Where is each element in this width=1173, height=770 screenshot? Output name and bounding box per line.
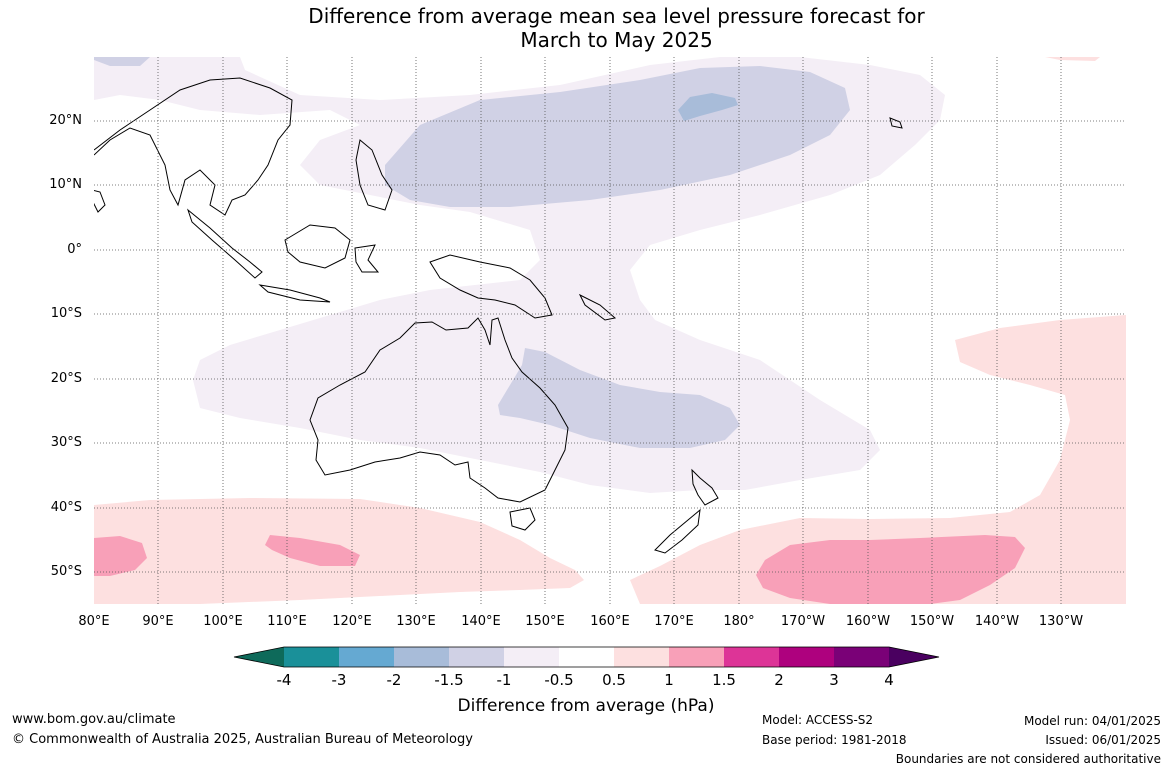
new-zealand-north-coastline bbox=[691, 468, 719, 506]
chart-title: Difference from average mean sea level p… bbox=[0, 4, 1173, 52]
sumatra-coastline bbox=[186, 208, 263, 279]
colorbar-segment bbox=[449, 647, 504, 667]
tasmania-coastline bbox=[509, 507, 536, 531]
boundaries-disclaimer: Boundaries are not considered authoritat… bbox=[895, 752, 1161, 766]
anomaly-region-se-stronger-positive bbox=[756, 535, 1025, 604]
lon-label: 170°W bbox=[780, 614, 826, 629]
colorbar-segment bbox=[834, 647, 889, 667]
colorbar-tick-label: -4 bbox=[276, 671, 292, 689]
java-coastline bbox=[258, 284, 331, 303]
copyright-text: © Commonwealth of Australia 2025, Austra… bbox=[12, 732, 473, 747]
colorbar-segment bbox=[889, 647, 939, 667]
colorbar-segment bbox=[779, 647, 834, 667]
sri-lanka-coastline bbox=[94, 189, 106, 213]
lon-label: 130°W bbox=[1038, 614, 1084, 629]
colorbar-tick-label: -0.5 bbox=[544, 671, 574, 689]
lon-label: 110°E bbox=[267, 614, 307, 629]
colorbar-tick-label: -2 bbox=[386, 671, 402, 689]
sulawesi-coastline bbox=[354, 244, 380, 273]
lon-label: 90°E bbox=[142, 614, 174, 629]
lon-label: 140°W bbox=[974, 614, 1020, 629]
lon-label: 120°E bbox=[332, 614, 372, 629]
anomaly-region-sw-stronger-positive-2 bbox=[265, 535, 360, 566]
anomaly-region-sw-stronger-positive bbox=[94, 536, 147, 576]
colorbar-tick-label: -1.5 bbox=[434, 671, 464, 689]
lon-label: 170°E bbox=[654, 614, 694, 629]
colorbar-tick-label: 4 bbox=[884, 671, 894, 689]
colorbar-tick-label: 2 bbox=[774, 671, 784, 689]
anomaly-region-south-moderate-negative bbox=[498, 348, 740, 448]
lon-label: 180° bbox=[723, 614, 755, 629]
colorbar-segment bbox=[724, 647, 779, 667]
colorbar-segment bbox=[559, 647, 614, 667]
lon-label: 160°W bbox=[845, 614, 891, 629]
new-guinea-coastline bbox=[429, 254, 553, 319]
anomaly-region-north-strong-negative bbox=[678, 93, 738, 121]
lat-label: 30°S bbox=[50, 435, 82, 450]
issued-date: Issued: 06/01/2025 bbox=[1045, 733, 1161, 747]
colorbar-segment bbox=[284, 647, 339, 667]
lat-label: 10°S bbox=[50, 306, 82, 321]
anomaly-region-nw-corner bbox=[94, 57, 150, 66]
new-zealand-south-coastline bbox=[654, 508, 701, 554]
lon-label: 100°E bbox=[203, 614, 243, 629]
website-link[interactable]: www.bom.gov.au/climate bbox=[12, 712, 176, 727]
australia-coastline bbox=[309, 317, 569, 503]
lon-label: 130°E bbox=[396, 614, 436, 629]
mainland-asia-coastline bbox=[94, 77, 293, 216]
philippines-coastline bbox=[355, 139, 393, 211]
lat-label: 40°S bbox=[50, 500, 82, 515]
colorbar-segment bbox=[339, 647, 394, 667]
hawaii-coastline bbox=[889, 117, 903, 129]
anomaly-region-ne-corner-positive bbox=[1045, 57, 1100, 61]
colorbar-segment bbox=[234, 647, 284, 667]
colorbar-tick-label: 0.5 bbox=[602, 671, 626, 689]
model-name: Model: ACCESS-S2 bbox=[762, 713, 874, 727]
colorbar-tick-label: -3 bbox=[331, 671, 347, 689]
colorbar-segment bbox=[394, 647, 449, 667]
lon-label: 150°E bbox=[525, 614, 565, 629]
borneo-coastline bbox=[284, 224, 351, 269]
colorbar-segment bbox=[614, 647, 669, 667]
lat-label: 20°S bbox=[50, 371, 82, 386]
anomaly-region-se-positive bbox=[630, 315, 1126, 604]
lon-label: 140°E bbox=[461, 614, 501, 629]
colorbar-outline bbox=[233, 646, 940, 668]
colorbar-tick-label: 1.5 bbox=[712, 671, 736, 689]
base-period: Base period: 1981-2018 bbox=[762, 733, 907, 747]
colorbar-tick-label: 3 bbox=[829, 671, 839, 689]
lat-label: 50°S bbox=[50, 564, 82, 579]
title-line-1: Difference from average mean sea level p… bbox=[308, 4, 925, 28]
colorbar-tick-label: 1 bbox=[664, 671, 674, 689]
colorbar-segment bbox=[504, 647, 559, 667]
lat-label: 20°N bbox=[49, 113, 82, 128]
graticule bbox=[94, 57, 1126, 604]
lon-label: 160°E bbox=[590, 614, 630, 629]
colorbar-tick-label: -1 bbox=[496, 671, 512, 689]
colorbar-title: Difference from average (hPa) bbox=[457, 696, 715, 716]
coastlines bbox=[94, 77, 903, 554]
colorbar bbox=[233, 646, 940, 668]
lat-label: 0° bbox=[67, 242, 82, 257]
colorbar-segment bbox=[669, 647, 724, 667]
lon-label: 150°W bbox=[909, 614, 955, 629]
anomaly-field bbox=[94, 57, 1126, 604]
model-run-date: Model run: 04/01/2025 bbox=[1023, 714, 1161, 728]
lat-label: 10°N bbox=[49, 177, 82, 192]
lon-label: 80°E bbox=[78, 614, 110, 629]
title-line-2: March to May 2025 bbox=[520, 28, 713, 52]
